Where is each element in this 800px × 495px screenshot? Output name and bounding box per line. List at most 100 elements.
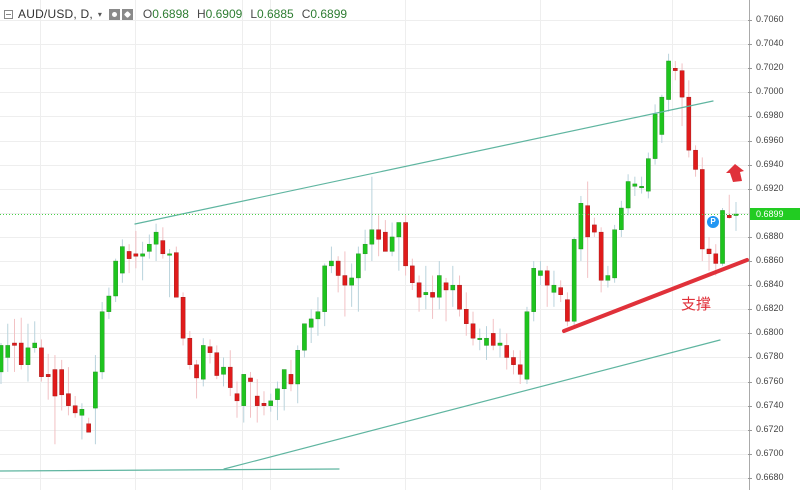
price-tick bbox=[748, 141, 752, 142]
candle-body bbox=[396, 222, 402, 238]
price-tick bbox=[748, 116, 752, 117]
candle-body bbox=[713, 253, 719, 264]
candle-body bbox=[329, 260, 334, 267]
candlestick-series bbox=[0, 53, 739, 445]
candle-body bbox=[376, 229, 381, 240]
candle-body bbox=[248, 377, 253, 382]
support-label: 支撑 bbox=[681, 296, 712, 313]
candle-body bbox=[592, 224, 597, 233]
candle-body bbox=[511, 357, 516, 365]
drawing-layer[interactable] bbox=[0, 100, 749, 472]
candle-body bbox=[356, 253, 361, 279]
candle-body bbox=[450, 284, 456, 291]
candle-body bbox=[207, 346, 213, 353]
symbol-label[interactable]: AUD/USD, D, bbox=[18, 7, 93, 21]
price-tick bbox=[748, 44, 752, 45]
candle-body bbox=[551, 284, 557, 293]
price-tick bbox=[748, 382, 752, 383]
candle-body bbox=[699, 169, 705, 250]
price-tick-label: 0.6860 bbox=[756, 255, 784, 266]
candle-body bbox=[147, 243, 152, 252]
candle-body bbox=[133, 253, 139, 257]
candle-body bbox=[167, 253, 172, 256]
candle-body bbox=[457, 284, 462, 310]
candle-body bbox=[625, 181, 631, 209]
grid-lines bbox=[0, 0, 749, 490]
gear-icon[interactable] bbox=[121, 8, 133, 20]
candle-body bbox=[99, 311, 105, 373]
candle-body bbox=[120, 246, 125, 274]
candle-body bbox=[241, 374, 247, 406]
candle-body bbox=[538, 270, 543, 276]
candle-body bbox=[720, 210, 725, 264]
candle-body bbox=[389, 236, 395, 252]
candle-body bbox=[706, 248, 712, 255]
ohlc-high: H0.6909 bbox=[196, 7, 243, 21]
candle-body bbox=[558, 287, 563, 295]
candle-body bbox=[565, 299, 570, 322]
candle-body bbox=[693, 149, 698, 170]
price-tick bbox=[748, 430, 752, 431]
candle-body bbox=[281, 369, 287, 390]
candle-body bbox=[477, 337, 483, 340]
price-tick-label: 0.6760 bbox=[756, 375, 784, 386]
candle-body bbox=[383, 231, 388, 252]
candle-body bbox=[531, 268, 536, 312]
candle-body bbox=[275, 388, 280, 400]
candle-body bbox=[632, 183, 638, 187]
price-tick bbox=[748, 189, 752, 190]
price-tick-label: 0.6920 bbox=[756, 182, 784, 193]
candle-body bbox=[437, 275, 442, 298]
price-tick-label: 0.6700 bbox=[756, 447, 784, 458]
symbol-legend: AUD/USD, D, ▾ O0.6898 H0.6909 L0.6885 C0… bbox=[4, 5, 347, 23]
chevron-down-icon[interactable]: ▾ bbox=[97, 9, 102, 19]
candle-body bbox=[612, 229, 617, 279]
candle-body bbox=[45, 374, 51, 377]
price-tick-label: 0.6940 bbox=[756, 158, 784, 169]
price-tick-label: 0.6680 bbox=[756, 472, 784, 482]
candle-body bbox=[349, 277, 354, 286]
support-line[interactable] bbox=[562, 258, 749, 333]
candle-body bbox=[227, 366, 233, 388]
base-line[interactable] bbox=[0, 468, 340, 472]
price-tick-label: 0.7040 bbox=[756, 38, 784, 49]
candle-body bbox=[308, 318, 314, 328]
candle-body bbox=[666, 60, 671, 100]
candle-body bbox=[93, 371, 98, 409]
price-tick bbox=[748, 68, 752, 69]
p-marker-badge[interactable]: P bbox=[707, 216, 719, 228]
candle-body bbox=[686, 96, 692, 151]
candle-body bbox=[605, 275, 611, 281]
collapse-icon[interactable] bbox=[4, 9, 13, 19]
candle-body bbox=[571, 239, 577, 322]
lower-channel[interactable] bbox=[223, 339, 721, 470]
arrow-up-icon[interactable] bbox=[726, 164, 744, 182]
last-price-tag: 0.6899 bbox=[750, 208, 800, 220]
candle-body bbox=[25, 347, 31, 365]
candle-body bbox=[335, 260, 341, 276]
candle-body bbox=[234, 393, 240, 402]
candle-body bbox=[160, 240, 166, 255]
candle-body bbox=[524, 311, 530, 380]
upper-channel[interactable] bbox=[134, 100, 714, 225]
candle-body bbox=[86, 423, 91, 433]
price-tick bbox=[748, 285, 752, 286]
candle-body bbox=[430, 292, 435, 298]
price-tick-label: 0.7000 bbox=[756, 86, 784, 97]
eye-icon[interactable] bbox=[108, 8, 120, 20]
candle-body bbox=[497, 342, 503, 346]
price-tick bbox=[748, 237, 752, 238]
candle-body bbox=[470, 323, 476, 339]
price-tick-label: 0.6720 bbox=[756, 423, 784, 434]
candle-body bbox=[639, 186, 644, 189]
candle-body bbox=[52, 369, 58, 397]
candle-body bbox=[315, 311, 321, 320]
candle-body bbox=[416, 282, 422, 298]
ohlc-close: C0.6899 bbox=[301, 7, 348, 21]
price-tick-label: 0.6820 bbox=[756, 303, 784, 314]
price-tick bbox=[748, 478, 752, 479]
candle-body bbox=[322, 265, 327, 312]
candle-body bbox=[463, 309, 469, 324]
